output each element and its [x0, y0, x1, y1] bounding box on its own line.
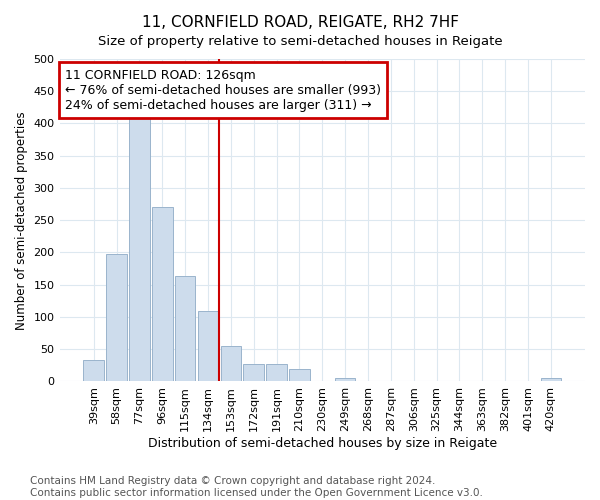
Bar	[198, 310, 218, 382]
Bar	[221, 346, 241, 382]
Text: Contains HM Land Registry data © Crown copyright and database right 2024.
Contai: Contains HM Land Registry data © Crown c…	[30, 476, 483, 498]
Text: 11 CORNFIELD ROAD: 126sqm
← 76% of semi-detached houses are smaller (993)
24% of: 11 CORNFIELD ROAD: 126sqm ← 76% of semi-…	[65, 68, 381, 112]
Y-axis label: Number of semi-detached properties: Number of semi-detached properties	[15, 111, 28, 330]
Bar	[244, 364, 264, 382]
Bar	[335, 378, 355, 382]
Bar	[541, 378, 561, 382]
Bar	[266, 364, 287, 382]
Text: Size of property relative to semi-detached houses in Reigate: Size of property relative to semi-detach…	[98, 35, 502, 48]
Bar	[152, 208, 173, 382]
Bar	[289, 368, 310, 382]
Bar	[175, 276, 196, 382]
Bar	[106, 254, 127, 382]
Bar	[129, 118, 150, 382]
Text: 11, CORNFIELD ROAD, REIGATE, RH2 7HF: 11, CORNFIELD ROAD, REIGATE, RH2 7HF	[142, 15, 458, 30]
X-axis label: Distribution of semi-detached houses by size in Reigate: Distribution of semi-detached houses by …	[148, 437, 497, 450]
Bar	[83, 360, 104, 382]
